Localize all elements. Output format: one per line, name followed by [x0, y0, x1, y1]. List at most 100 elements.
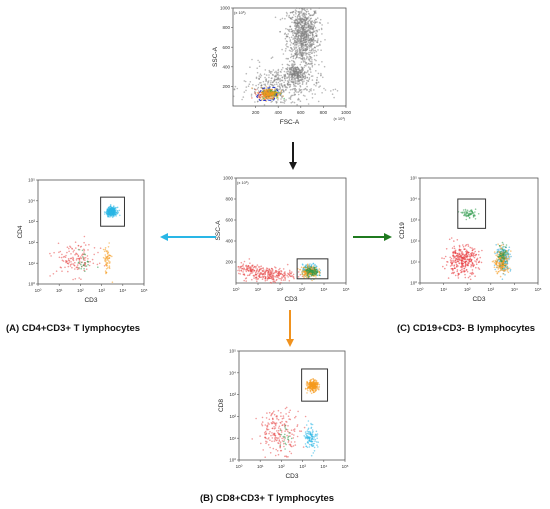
event-dot [274, 71, 276, 74]
event-dot [275, 74, 278, 76]
event-dot [112, 215, 115, 218]
event-dot [464, 245, 467, 247]
event-dot [296, 425, 299, 428]
event-dot [314, 440, 316, 443]
event-dot [248, 258, 251, 260]
event-dot [311, 20, 314, 22]
event-dot [284, 279, 287, 281]
x-tick-label: 10³ [98, 288, 105, 293]
event-dot [453, 251, 455, 254]
event-dot [256, 71, 259, 74]
event-dot [500, 256, 503, 258]
event-dot [462, 265, 465, 268]
event-dot [312, 29, 315, 31]
event-dot [286, 35, 289, 38]
event-dot [294, 23, 297, 25]
event-dot [285, 15, 288, 17]
event-dot [286, 83, 289, 86]
event-dot [265, 86, 268, 88]
event-dot [311, 14, 314, 17]
event-dot [469, 272, 472, 275]
event-dot [106, 253, 109, 255]
event-dot [243, 80, 246, 82]
event-dot [308, 267, 310, 270]
event-dot [462, 209, 465, 211]
x-axis-label: CD3 [84, 297, 97, 304]
event-dot [295, 33, 298, 36]
event-dot [298, 74, 301, 77]
event-dot [308, 433, 310, 435]
event-dot [285, 47, 287, 50]
event-dot [65, 260, 67, 262]
event-dot [286, 263, 289, 266]
event-dot [292, 10, 295, 13]
event-dot [283, 442, 285, 445]
event-dot [318, 63, 320, 66]
event-dot [105, 264, 107, 267]
event-dot [275, 87, 277, 90]
event-dot [306, 48, 309, 50]
event-dot [238, 270, 241, 272]
event-dot [502, 249, 505, 252]
y-tick-label: 10² [28, 240, 35, 245]
event-dot [284, 17, 286, 20]
event-dot [478, 260, 481, 263]
event-dot [303, 56, 305, 59]
event-dot [301, 57, 304, 60]
event-dot [506, 251, 508, 254]
event-dot [266, 412, 268, 414]
event-dot [463, 248, 466, 251]
event-dot [257, 272, 259, 275]
event-dot [471, 247, 473, 249]
event-dot [497, 270, 500, 273]
event-dot [301, 54, 304, 57]
event-dot [314, 386, 317, 389]
x-tick-label: 10⁴ [321, 287, 328, 292]
event-dot [286, 274, 288, 277]
event-dot [280, 431, 283, 433]
event-dot [294, 57, 297, 60]
event-dot [267, 428, 270, 431]
event-dot [314, 49, 317, 52]
event-dot [465, 215, 468, 218]
event-dot [268, 74, 270, 76]
y-tick-label: 10⁴ [410, 197, 417, 202]
event-dot [280, 90, 283, 92]
event-dot [311, 273, 314, 276]
event-dot [268, 270, 270, 273]
event-dot [251, 87, 253, 89]
event-dot [275, 271, 278, 274]
event-dot [240, 269, 243, 272]
event-dot [495, 254, 498, 257]
event-dot [472, 216, 475, 218]
event-dot [311, 60, 313, 63]
event-dot [311, 433, 314, 436]
event-dot [319, 44, 321, 46]
event-dot [301, 69, 304, 72]
event-dot [506, 263, 508, 265]
event-dot [304, 275, 307, 278]
event-dot [457, 273, 460, 276]
event-dot [472, 255, 475, 258]
event-dot [275, 78, 278, 81]
event-dot [466, 252, 468, 255]
event-dot [457, 265, 459, 267]
event-dot [289, 272, 291, 274]
event-dot [279, 444, 282, 447]
event-dot [309, 27, 312, 30]
event-dot [269, 95, 272, 97]
event-dot [317, 446, 319, 448]
event-dot [262, 267, 264, 270]
y-tick-label: 10⁴ [229, 370, 236, 375]
event-dot [315, 18, 317, 21]
event-dot [293, 81, 295, 83]
event-dot [292, 76, 294, 78]
x-axis-label: CD3 [285, 473, 298, 480]
event-dot [282, 435, 285, 438]
event-dot [264, 84, 267, 87]
event-dot [288, 74, 290, 77]
event-dot [464, 273, 466, 276]
event-dot [274, 88, 276, 91]
event-dot [308, 77, 311, 79]
y-axis-label: SSC-A [212, 46, 219, 67]
